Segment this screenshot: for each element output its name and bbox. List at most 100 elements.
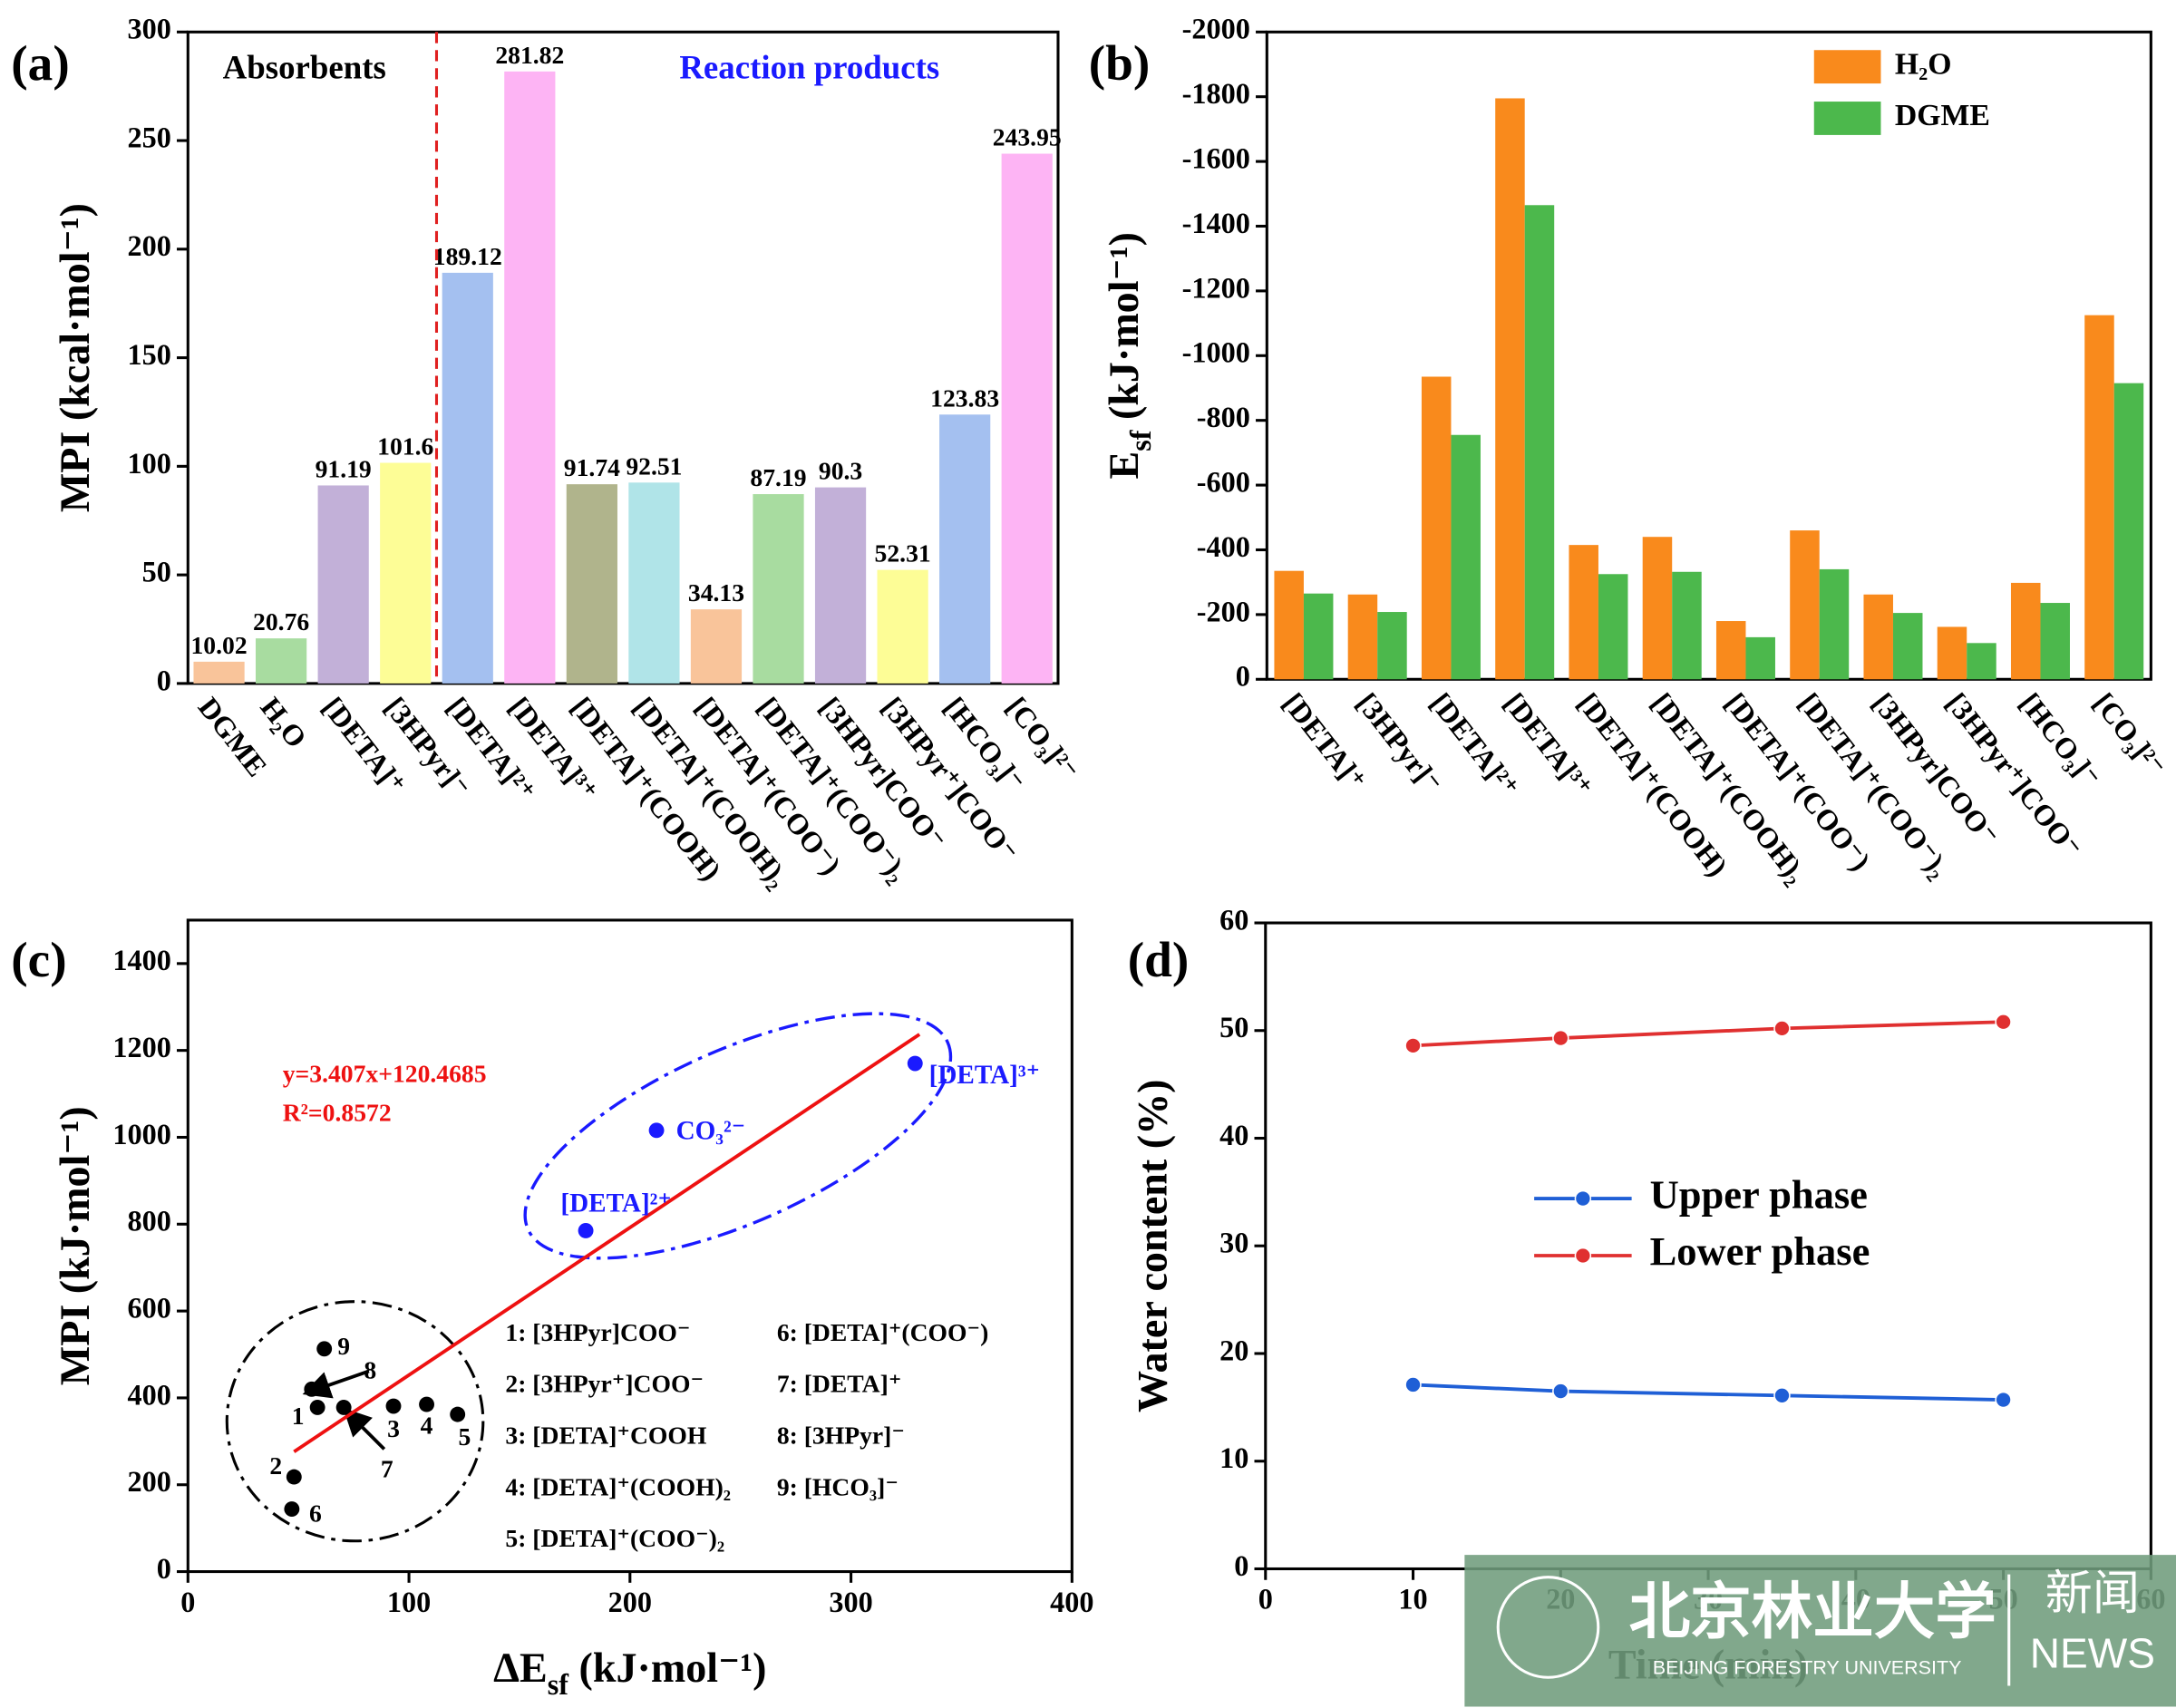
bar [317,485,369,684]
y-tick-label: 0 [157,1552,171,1585]
x-tick-label: 0 [180,1586,195,1618]
y-tick-label: 30 [1219,1227,1248,1259]
line [1413,1383,2004,1402]
y-tick-label: -1400 [1182,207,1250,239]
data-label: 87.19 [750,463,806,491]
point-label: 7 [381,1454,393,1482]
bar [442,272,493,684]
bar [1790,530,1820,680]
x-axis-label: ΔEsf (kJ·mol⁻¹) [493,1645,766,1702]
bar [1672,571,1702,680]
data-label: 101.6 [377,432,433,461]
bar [1421,376,1452,680]
bar [1274,570,1304,680]
bar [814,487,867,684]
bar [939,414,991,684]
panel-label: (c) [11,932,66,987]
y-tick-label: 250 [128,121,171,153]
marker [1552,1383,1569,1400]
data-label: 92.51 [626,451,682,480]
key-item: 5: [DETA]⁺(COO⁻)₂ [505,1524,724,1552]
key-item: 2: [3HPyr⁺]COO⁻ [505,1370,704,1398]
y-tick-label: 200 [128,229,171,262]
data-point [648,1122,665,1139]
data-point [316,1341,333,1357]
bar [380,462,432,684]
y-tick-label: 50 [1219,1011,1248,1043]
data-label: 52.31 [875,539,931,568]
plot-frame [1265,30,2152,681]
marker [1995,1391,2012,1409]
y-tick-label: 10 [1219,1441,1248,1474]
y-tick-label: 200 [128,1465,171,1498]
bar [193,661,245,684]
logo [1496,1576,1600,1679]
bar [1892,613,1923,680]
bar [1451,434,1481,680]
bar [1001,153,1053,684]
annotation: Absorbents [223,49,386,86]
arrow [343,1408,386,1451]
marker [1552,1029,1569,1047]
data-label: 243.95 [993,123,1062,151]
y-tick-label: -400 [1197,530,1250,563]
point-label: CO₃²⁻ [676,1117,746,1146]
x-tick-label: 200 [608,1586,652,1618]
key-item: 7: [DETA]⁺ [777,1370,902,1398]
bar [1967,643,1996,680]
x-tick-label: 300 [829,1586,872,1618]
y-tick-label: 300 [128,13,171,45]
y-axis-label-part: E [1100,451,1146,480]
data-label: 34.13 [688,578,744,607]
key-item: 3: [DETA]⁺COOH [505,1421,707,1449]
legend-label: DGME [1895,99,1990,132]
bar [877,569,928,684]
group-ellipse [523,1012,953,1260]
point-label: 4 [421,1412,433,1440]
fit-line [293,1033,921,1453]
bar [2040,603,2070,680]
y-tick-label: 20 [1219,1334,1248,1366]
x-axis-label-part: sf [548,1669,570,1702]
legend-marker [1574,1247,1592,1265]
data-point [284,1501,300,1518]
data-point [304,1381,320,1397]
bar [1524,205,1555,680]
point-label: 9 [337,1332,350,1360]
data-point [385,1398,402,1414]
y-tick-label: 100 [128,447,171,480]
panel-label: (b) [1089,35,1151,91]
bar [1937,626,1967,680]
group-ellipse [225,1300,485,1543]
point-label: 8 [364,1355,376,1383]
bar [1642,537,1673,680]
data-point [309,1400,325,1415]
y-axis-label-part: sf [1124,429,1157,451]
data-label: 20.76 [253,607,309,636]
point-label: 5 [458,1422,471,1451]
legend-label: Lower phase [1650,1228,1870,1274]
point-label: 6 [309,1499,322,1528]
panel-label: (a) [11,35,69,91]
marker [1404,1376,1422,1393]
y-tick-label: -1200 [1182,271,1250,304]
watermark-name: 北京林业大学 [1629,1576,1996,1647]
y-axis-label: MPI (kJ·mol⁻¹) [52,1106,98,1385]
bar [1819,568,1850,680]
x-tick-label: 400 [1050,1586,1093,1618]
y-axis-label: MPI (kcal·mol⁻¹) [52,203,98,512]
y-tick-label: -1800 [1182,77,1250,110]
bar [1715,621,1746,680]
key-item: 9: [HCO₃]⁻ [777,1472,899,1500]
data-point [335,1400,352,1415]
data-label: 90.3 [819,457,862,485]
legend-swatch [1813,50,1881,84]
bar [753,494,804,684]
data-label: 189.12 [433,242,502,270]
y-tick-label: 400 [128,1378,171,1411]
y-tick-label: 40 [1219,1119,1248,1151]
y-tick-label: 0 [1234,1549,1248,1582]
data-point [578,1223,594,1238]
marker [1404,1037,1422,1054]
watermark-section: 新闻 [2045,1567,2140,1621]
